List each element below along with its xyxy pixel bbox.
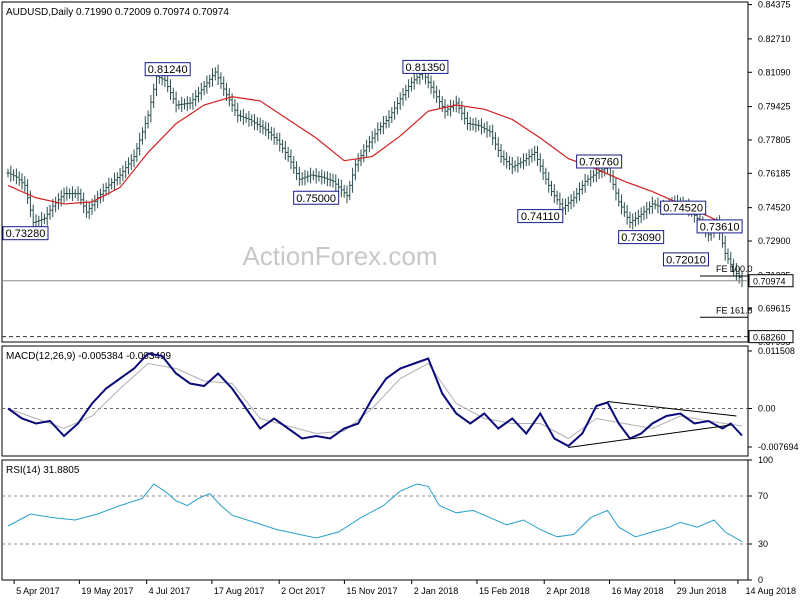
price-annotation-label: 0.73090 <box>621 232 661 244</box>
price-y-tick-label: 0.72900 <box>758 236 791 246</box>
price-y-tick-label: 0.76185 <box>758 168 791 178</box>
x-tick-label: 4 Jul 2017 <box>149 586 191 596</box>
rsi-y-tick-label: 100 <box>758 455 773 465</box>
price-annotation-label: 0.73280 <box>6 228 46 240</box>
price-annotation-label: 0.75000 <box>296 193 336 205</box>
rsi-y-tick-label: 30 <box>758 539 768 549</box>
price-header: AUDUSD,Daily 0.71990 0.72009 0.70974 0.7… <box>6 7 229 18</box>
rsi-y-tick-label: 0 <box>758 575 763 585</box>
macd-trendline-upper <box>607 401 737 417</box>
x-tick-label: 15 Nov 2017 <box>346 586 397 596</box>
x-tick-label: 2 Jan 2018 <box>414 586 459 596</box>
x-tick-label: 5 Apr 2017 <box>16 586 60 596</box>
rsi-line <box>7 483 743 543</box>
price-annotation-label: 0.72010 <box>666 254 706 266</box>
ma55-line <box>7 96 743 234</box>
price-y-tick-label: 0.82710 <box>758 34 791 44</box>
x-tick-label: 2 Apr 2018 <box>546 586 590 596</box>
price-y-tick-label: 0.74520 <box>758 203 791 213</box>
price-annotation-box <box>696 219 743 234</box>
current-price-box <box>748 274 794 288</box>
x-tick-label: 14 Aug 2018 <box>745 586 796 596</box>
x-tick-label: 17 Aug 2017 <box>214 586 265 596</box>
x-tick-label: 2 Oct 2017 <box>281 586 325 596</box>
price-annotation-box <box>660 200 707 215</box>
ref-level-label: 0.68260 <box>753 333 786 343</box>
price-annotation-label: 0.81240 <box>148 64 188 76</box>
x-tick-label: 19 May 2017 <box>81 586 133 596</box>
current-price-label: 0.70974 <box>753 277 786 287</box>
x-tick-label: 15 Feb 2018 <box>479 586 530 596</box>
fe-level-label: FE 100.0 <box>716 264 753 274</box>
price-annotation-box <box>144 62 191 77</box>
price-y-tick-label: 0.84375 <box>758 0 791 10</box>
price-pane-frame <box>1 1 749 343</box>
rsi-header: RSI(14) 31.8805 <box>6 465 80 476</box>
macd-header: MACD(12,26,9) -0.005384 -0.003499 <box>6 351 172 362</box>
price-annotation-label: 0.74520 <box>663 203 703 215</box>
price-annotation-box <box>618 230 665 245</box>
rsi-pane-frame <box>1 459 749 581</box>
price-annotation-box <box>517 209 564 224</box>
ref-level-box <box>748 330 794 344</box>
price-annotation-box <box>293 190 340 205</box>
rsi-y-tick-label: 70 <box>758 491 768 501</box>
price-annotation-box <box>2 226 49 241</box>
watermark-text: ActionForex.com <box>242 241 437 271</box>
price-y-tick-label: 0.81090 <box>758 67 791 77</box>
price-annotation-label: 0.81350 <box>406 62 446 74</box>
price-annotation-label: 0.73610 <box>700 221 740 233</box>
macd-pane-frame <box>1 345 749 457</box>
fe-level-label: FE 161.8 <box>716 305 753 315</box>
macd-y-tick-label: 0.011508 <box>758 346 795 356</box>
price-annotation-box <box>576 154 623 169</box>
macd-trendline-lower <box>568 424 731 448</box>
x-tick-label: 29 Jun 2018 <box>677 586 727 596</box>
x-tick-label: 16 May 2018 <box>611 586 663 596</box>
macd-y-tick-label: 0.00 <box>758 404 776 414</box>
price-annotation-label: 0.76760 <box>579 156 619 168</box>
macd-signal-line <box>7 362 743 440</box>
price-annotation-label: 0.74110 <box>521 211 560 223</box>
macd-y-tick-label: -0.007694 <box>758 442 799 452</box>
price-y-tick-label: 0.69615 <box>758 304 791 314</box>
price-y-tick-label: 0.77805 <box>758 135 791 145</box>
price-annotation-box <box>662 252 709 267</box>
price-annotation-box <box>402 59 449 74</box>
price-y-tick-label: 0.79425 <box>758 102 791 112</box>
